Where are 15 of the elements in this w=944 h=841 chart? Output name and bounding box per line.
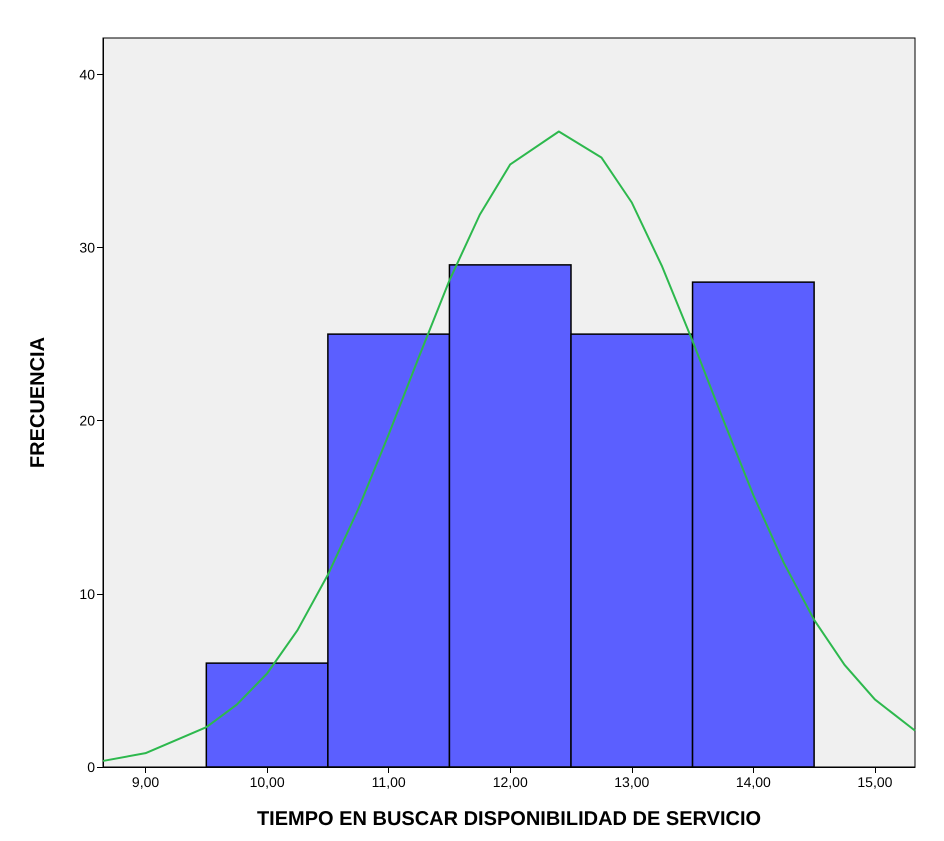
y-tick-label: 10 xyxy=(79,586,96,602)
x-tick-label: 14,00 xyxy=(736,774,772,790)
x-axis-title: TIEMPO EN BUSCAR DISPONIBILIDAD DE SERVICIO xyxy=(256,808,762,830)
y-tick-label: 0 xyxy=(87,759,96,775)
y-tick-label: 30 xyxy=(79,240,96,256)
y-tick-label: 40 xyxy=(79,66,96,82)
y-tick-label: 20 xyxy=(79,412,96,429)
x-tick-label: 12,00 xyxy=(492,774,528,790)
x-tick-label: 10,00 xyxy=(250,774,285,790)
x-tick-label: 13,00 xyxy=(614,774,650,790)
x-tick-label: 11,00 xyxy=(372,774,406,790)
x-tick-label: 15,00 xyxy=(857,774,893,790)
line-series xyxy=(102,130,916,762)
x-tick-label: 9,00 xyxy=(132,774,160,790)
y-axis-title: FRECUENCIA xyxy=(27,336,49,468)
